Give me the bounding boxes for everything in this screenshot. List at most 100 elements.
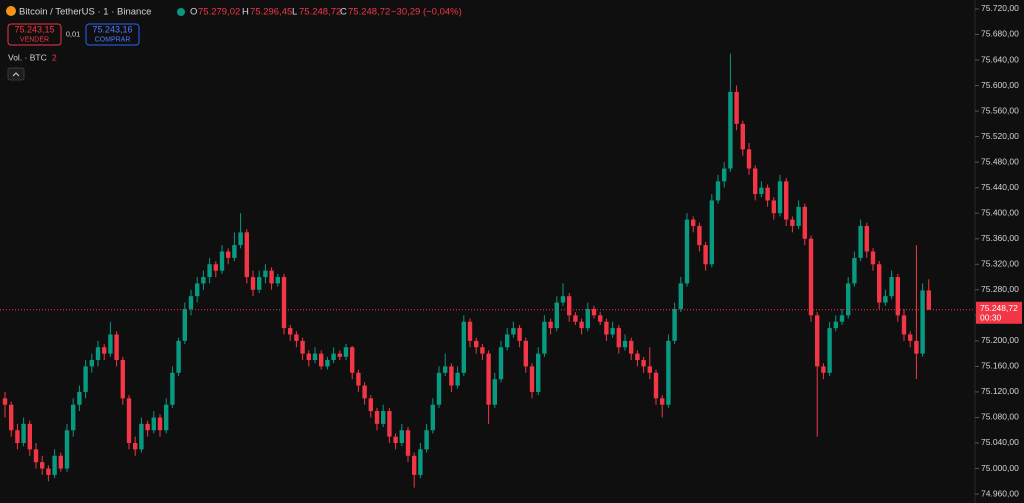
candle-body xyxy=(443,366,448,373)
candle-body xyxy=(238,232,243,246)
candle-body xyxy=(591,308,597,316)
buy-button[interactable] xyxy=(85,23,140,46)
candle-body xyxy=(176,340,181,373)
candle-body xyxy=(579,321,584,329)
candle-body xyxy=(120,360,125,399)
candle-body xyxy=(467,321,473,341)
candle-body xyxy=(908,334,913,341)
candle-body xyxy=(2,398,8,405)
coin-icon xyxy=(6,6,16,16)
candle-body xyxy=(89,360,94,367)
candle-body xyxy=(40,462,45,469)
y-tick-label: 75.640,00 xyxy=(981,54,1019,64)
y-tick-label: 75.680,00 xyxy=(981,29,1019,39)
candle-body xyxy=(684,219,690,284)
candle-body xyxy=(920,290,925,354)
candle-body xyxy=(833,321,838,329)
candle-body xyxy=(542,321,547,354)
candle-body xyxy=(207,264,212,278)
candle-body xyxy=(133,442,138,450)
candle-body xyxy=(647,366,652,373)
candle-body xyxy=(598,315,603,322)
candle-body xyxy=(511,328,516,335)
candle-body xyxy=(926,290,931,310)
candle-body xyxy=(64,430,70,469)
candle-body xyxy=(387,411,392,437)
y-tick-label: 75.360,00 xyxy=(981,233,1019,243)
candle-body xyxy=(858,225,863,258)
candle-body xyxy=(213,264,218,271)
candle-body xyxy=(71,404,76,431)
candle-body xyxy=(802,206,807,239)
candle-body xyxy=(554,302,559,329)
candle-body xyxy=(715,181,721,201)
candle-body xyxy=(585,308,590,329)
candle-body xyxy=(790,219,795,226)
candle-body xyxy=(666,340,671,405)
candle-body xyxy=(616,328,621,348)
sell-button[interactable] xyxy=(7,23,62,46)
last-price-box xyxy=(976,301,1022,324)
candle-body xyxy=(219,251,225,271)
candle-body xyxy=(722,168,727,182)
high-value: 75.296,45 xyxy=(250,7,292,18)
candle-body xyxy=(870,251,876,265)
candle-body xyxy=(126,398,132,443)
candle-body xyxy=(306,353,311,361)
candle-body xyxy=(610,328,615,335)
candle-body xyxy=(381,411,386,424)
candle-body xyxy=(523,340,528,367)
y-tick-label: 75.440,00 xyxy=(981,182,1019,192)
candle-body xyxy=(629,340,634,354)
countdown: 00:30 xyxy=(980,313,1002,323)
open-value: 75.279,02 xyxy=(198,7,240,18)
candle-body xyxy=(709,200,714,265)
candle-body xyxy=(232,245,237,258)
candle-body xyxy=(517,328,522,341)
candle-body xyxy=(901,315,907,335)
candle-body xyxy=(399,430,404,443)
last-price-label: 75.248,72 xyxy=(980,303,1018,313)
candle-body xyxy=(548,321,553,329)
candle-body xyxy=(660,398,665,405)
candle-body xyxy=(753,168,758,195)
candle-body xyxy=(746,149,752,169)
candle-body xyxy=(480,347,485,354)
candle-body xyxy=(703,245,708,265)
candle-body xyxy=(350,347,355,373)
candle-body xyxy=(728,91,733,169)
symbol: Bitcoin / TetherUS · 1 · Binance xyxy=(19,7,151,18)
candle-body xyxy=(498,347,504,380)
candle-body xyxy=(393,436,398,443)
y-tick-label: 75.560,00 xyxy=(981,105,1019,115)
candle-body xyxy=(201,277,206,284)
buy-label: COMPRAR xyxy=(95,36,131,43)
y-tick-label: 75.280,00 xyxy=(981,284,1019,294)
candle-body xyxy=(368,398,373,412)
candle-body xyxy=(46,468,51,475)
candle-body xyxy=(678,283,683,309)
candle-body xyxy=(412,455,417,475)
o-label: O xyxy=(190,7,197,18)
y-tick-label: 75.160,00 xyxy=(981,361,1019,371)
candle-body xyxy=(839,315,845,322)
candle-body xyxy=(486,353,491,405)
change-value: −30,29 (−0,04%) xyxy=(391,7,462,18)
y-tick-label: 75.080,00 xyxy=(981,412,1019,422)
candle-body xyxy=(808,238,814,316)
status-dot xyxy=(177,8,185,16)
candle-body xyxy=(796,206,801,226)
l-label: L xyxy=(292,7,297,18)
candle-body xyxy=(883,296,888,303)
candle-body xyxy=(257,277,262,290)
candle-body xyxy=(405,430,411,456)
candle-body xyxy=(474,340,479,348)
candle-body xyxy=(455,372,460,386)
candle-body xyxy=(505,334,510,348)
candle-body xyxy=(641,360,646,367)
collapse-button[interactable] xyxy=(7,67,25,81)
candle-body xyxy=(852,257,857,284)
candle-body xyxy=(294,334,299,341)
